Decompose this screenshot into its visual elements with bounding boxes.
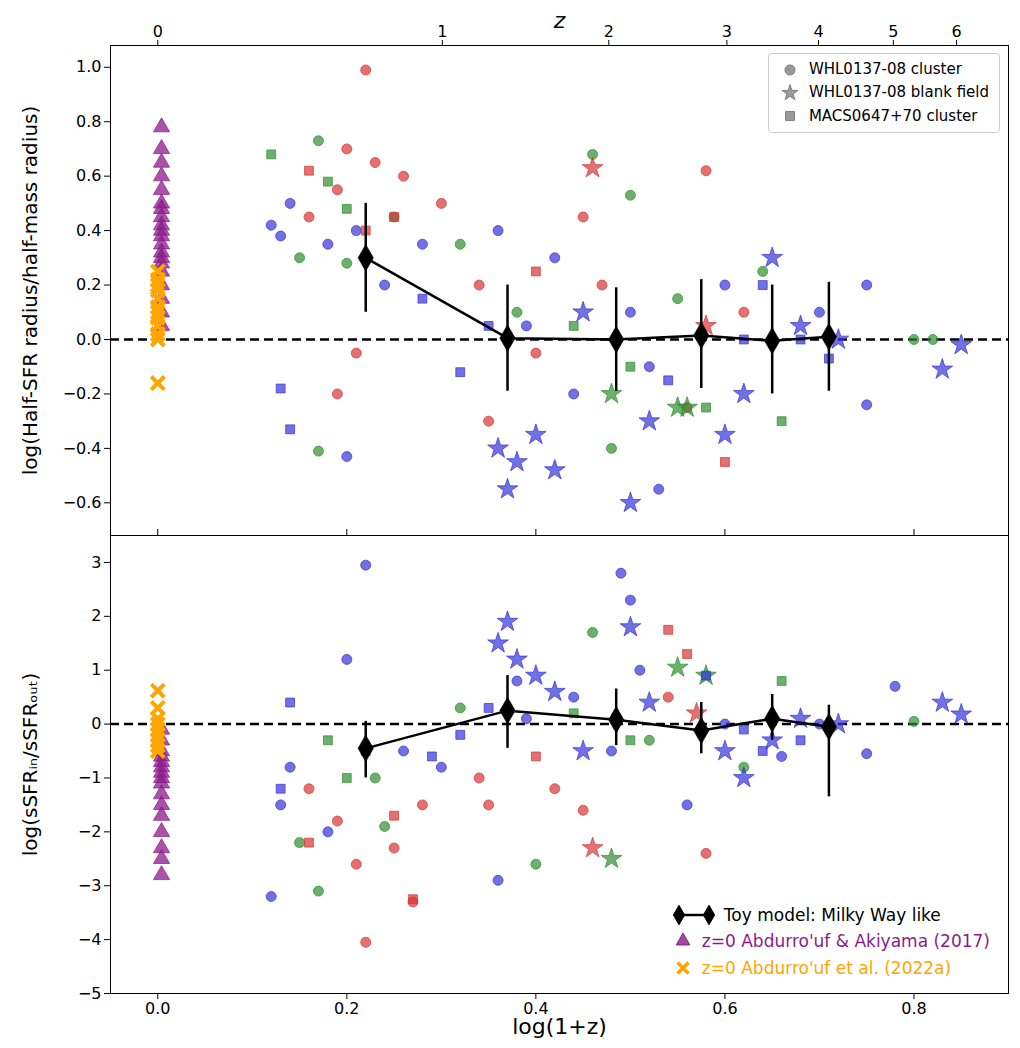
html-text:WHL0137-08 cluster: WHL0137-08 cluster — [808, 60, 962, 78]
svg-text:0.4: 0.4 — [76, 221, 101, 240]
svg-text:−0.2: −0.2 — [63, 384, 102, 403]
svg-text:0.0: 0.0 — [76, 330, 101, 349]
svg-text:2: 2 — [604, 22, 614, 41]
svg-text:3: 3 — [722, 22, 732, 41]
svg-text:−3: −3 — [78, 876, 102, 895]
svg-text:2: 2 — [91, 606, 101, 625]
svg-text:0.8: 0.8 — [901, 999, 926, 1018]
html-text:Toy model: Milky Way like: Toy model: Milky Way like — [723, 905, 941, 925]
svg-text:1: 1 — [91, 660, 101, 679]
svg-text:3: 3 — [91, 553, 101, 572]
svg-text:0.6: 0.6 — [76, 166, 101, 185]
html-text:z=0 Abdurro'uf et al. (2022a): z=0 Abdurro'uf et al. (2022a) — [701, 957, 952, 978]
svg-text:z: z — [553, 8, 566, 33]
svg-text:0.2: 0.2 — [76, 275, 101, 294]
svg-text:0.4: 0.4 — [523, 998, 549, 1018]
svg-text:4: 4 — [813, 22, 823, 41]
svg-text:−0.4: −0.4 — [63, 439, 102, 458]
html-text:MACS0647+70 cluster: MACS0647+70 cluster — [808, 106, 978, 125]
svg-text:log(sSFRᵢₙ/sSFRₒᵤₜ): log(sSFRᵢₙ/sSFRₒᵤₜ) — [18, 673, 42, 857]
svg-text:5: 5 — [888, 22, 898, 41]
svg-text:0.6: 0.6 — [712, 999, 737, 1018]
html-text:z=0 Abdurro'uf & Akiyama (2017: z=0 Abdurro'uf & Akiyama (2017) — [701, 931, 990, 952]
svg-text:−1: −1 — [78, 768, 102, 787]
svg-text:0.8: 0.8 — [76, 112, 101, 131]
svg-text:−5: −5 — [78, 984, 102, 1003]
svg-text:1.0: 1.0 — [76, 57, 101, 76]
svg-text:−4: −4 — [78, 930, 102, 949]
svg-text:−0.6: −0.6 — [63, 493, 102, 512]
svg-text:0.2: 0.2 — [334, 999, 359, 1018]
svg-text:log(1+z): log(1+z) — [512, 1014, 607, 1039]
svg-text:0.0: 0.0 — [145, 999, 170, 1018]
svg-text:0: 0 — [91, 714, 101, 733]
svg-text:−2: −2 — [78, 822, 102, 841]
svg-text:0: 0 — [153, 22, 163, 41]
svg-text:log(Half-SFR radius/half-mass: log(Half-SFR radius/half-mass radius) — [18, 106, 42, 476]
svg-text:1: 1 — [437, 22, 447, 41]
svg-text:6: 6 — [952, 22, 962, 41]
html-text:WHL0137-08 blank field: WHL0137-08 blank field — [808, 83, 989, 102]
